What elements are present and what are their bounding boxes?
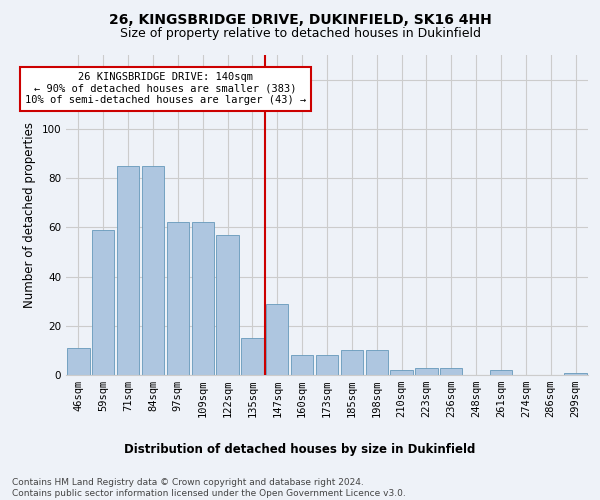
Bar (67, 348, 89, 375)
Bar (341, 350, 363, 375)
Text: 26 KINGSBRIDGE DRIVE: 140sqm
← 90% of detached houses are smaller (383)
10% of s: 26 KINGSBRIDGE DRIVE: 140sqm ← 90% of de… (25, 72, 306, 106)
Bar (191, 222, 214, 375)
Text: 26, KINGSBRIDGE DRIVE, DUKINFIELD, SK16 4HH: 26, KINGSBRIDGE DRIVE, DUKINFIELD, SK16 … (109, 12, 491, 26)
Bar (241, 338, 263, 375)
Bar (391, 370, 413, 375)
Bar (217, 234, 239, 375)
Bar (92, 230, 115, 375)
Bar (167, 222, 189, 375)
Bar (117, 166, 139, 375)
Y-axis label: Number of detached properties: Number of detached properties (23, 122, 36, 308)
Bar (490, 370, 512, 375)
Bar (316, 356, 338, 375)
Bar (365, 350, 388, 375)
Bar (266, 304, 289, 375)
Text: Contains HM Land Registry data © Crown copyright and database right 2024.
Contai: Contains HM Land Registry data © Crown c… (12, 478, 406, 498)
Bar (440, 368, 463, 375)
Bar (142, 166, 164, 375)
Bar (291, 356, 313, 375)
Text: Size of property relative to detached houses in Dukinfield: Size of property relative to detached ho… (119, 28, 481, 40)
Bar (415, 368, 437, 375)
Text: Distribution of detached houses by size in Dukinfield: Distribution of detached houses by size … (124, 442, 476, 456)
Bar (565, 372, 587, 375)
